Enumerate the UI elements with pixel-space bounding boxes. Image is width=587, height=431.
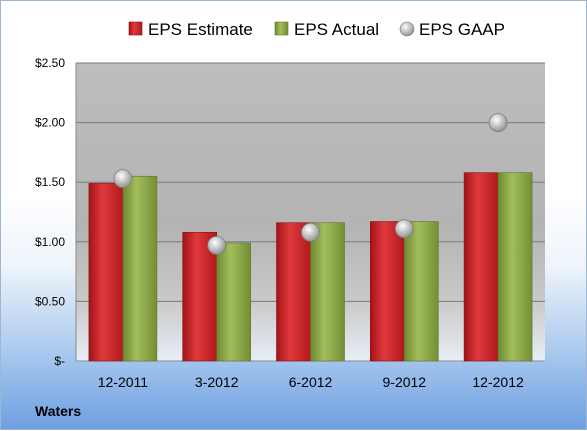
legend-eps-actual: EPS Actual [274,20,379,39]
point-eps-gaap [113,169,133,189]
y-tick-label: $- [54,354,65,368]
y-tick-label: $2.00 [35,116,65,130]
bar-eps-estimate [463,172,499,362]
x-tick-label: 3-2012 [195,374,239,390]
bar-eps-actual [310,222,345,362]
point-eps-gaap [207,235,227,255]
y-tick-label: $1.00 [35,235,65,249]
x-tick-label: 12-2012 [472,374,524,390]
company-name: Waters [35,403,82,419]
bar-eps-actual [403,221,439,362]
y-tick-label: $0.50 [35,294,65,308]
legend-swatch [274,21,289,36]
bar-eps-actual [216,242,251,362]
point-eps-gaap [394,219,414,239]
x-tick-label: 12-2011 [98,374,149,390]
legend-swatch [399,21,415,37]
bar-eps-actual [497,172,533,362]
legend-label: EPS GAAP [419,20,505,39]
bar-eps-actual [122,175,158,362]
x-tick-label: 6-2012 [289,374,333,390]
bar-eps-estimate [369,221,405,362]
legend-eps-estimate: EPS Estimate [128,20,253,39]
point-eps-gaap [488,113,508,132]
y-tick-label: $1.50 [35,175,65,189]
bar-eps-estimate [88,183,124,362]
legend-label: EPS Estimate [148,20,253,39]
legend-eps-gaap: EPS GAAP [399,20,505,39]
x-tick-label: 9-2012 [383,374,427,390]
bar-eps-estimate [276,222,311,362]
y-tick-label: $2.50 [35,56,65,70]
point-eps-gaap [301,222,320,242]
legend-label: EPS Actual [294,20,379,39]
legend-swatch [128,21,143,36]
